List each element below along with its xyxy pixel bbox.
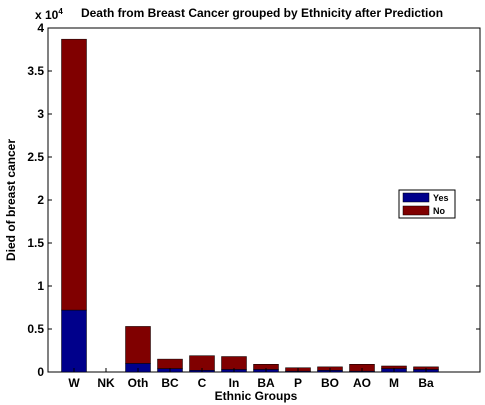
y-tick-label: 4: [37, 21, 44, 35]
x-tick-label: Oth: [128, 376, 149, 390]
x-tick-label: C: [198, 376, 207, 390]
bars-layer: [61, 38, 439, 373]
legend-swatch-no: [402, 205, 430, 216]
y-multiplier-exponent: 4: [58, 7, 63, 16]
y-tick-label: 0.5: [27, 322, 44, 336]
legend-label-no: No: [433, 206, 445, 216]
bar-W-yes: [61, 309, 87, 373]
x-tick-label: BC: [161, 376, 179, 390]
x-axis-label: Ethnic Groups: [215, 389, 298, 403]
legend-label-yes: Yes: [433, 193, 449, 203]
x-tick-label: AO: [353, 376, 371, 390]
bar-Oth-no: [125, 326, 151, 364]
x-tick-label: P: [294, 376, 302, 390]
y-tick-label: 2.5: [27, 150, 44, 164]
y-axis-multiplier: x 104: [35, 7, 63, 22]
x-tick-label: In: [229, 376, 240, 390]
chart-title: Death from Breast Cancer grouped by Ethn…: [81, 6, 443, 20]
x-tick-label: BA: [257, 376, 275, 390]
bar-W-no: [61, 38, 87, 311]
y-axis-label: Died of breast cancer: [4, 139, 18, 261]
x-tick-label: NK: [97, 376, 115, 390]
ticks-layer: W NK Oth BC C In BA P BO AO M Ba 0 0.5 1 1.5 2 2.5 3 3.5 4: [27, 21, 480, 390]
x-tick-label: W: [68, 376, 80, 390]
y-tick-label: 1.5: [27, 236, 44, 250]
y-tick-label: 3.5: [27, 64, 44, 78]
y-multiplier-base: x 10: [35, 8, 59, 22]
bar-In-no: [221, 356, 247, 370]
x-tick-label: BO: [321, 376, 339, 390]
y-tick-label: 0: [37, 365, 44, 379]
x-tick-label: Ba: [418, 376, 434, 390]
bar-BC-no: [157, 358, 183, 369]
y-tick-label: 1: [37, 279, 44, 293]
x-tick-label: M: [389, 376, 399, 390]
y-tick-label: 2: [37, 193, 44, 207]
legend-swatch-yes: [402, 192, 430, 203]
y-tick-label: 3: [37, 107, 44, 121]
legend: Yes No: [398, 189, 456, 219]
